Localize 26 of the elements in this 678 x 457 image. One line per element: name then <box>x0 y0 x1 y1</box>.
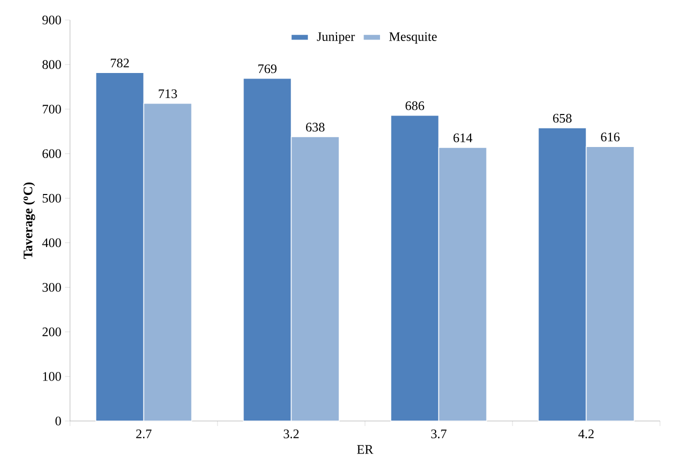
x-axis-title: ER <box>357 445 374 454</box>
y-tick-label: 300 <box>42 282 61 292</box>
data-label: 782 <box>110 58 129 68</box>
data-label: 638 <box>306 122 324 132</box>
data-label: 769 <box>258 64 276 74</box>
x-tick-label: 3.7 <box>431 430 447 438</box>
y-axis-title: Taverage ($^{o}$C) <box>23 182 36 259</box>
x-tick-label: 4.2 <box>578 430 594 438</box>
y-tick-label: 100 <box>43 372 61 381</box>
legend-label: Mesquite <box>389 32 437 44</box>
x-tick-label: 2.7 <box>136 430 152 438</box>
y-tick-label: 0 <box>55 416 61 426</box>
data-label: 658 <box>553 114 572 123</box>
y-tick-label: 900 <box>42 16 61 24</box>
data-label: 616 <box>601 132 620 142</box>
y-tick-label: 700 <box>42 104 61 114</box>
y-tick-label: 600 <box>42 149 61 158</box>
data-label: 686 <box>406 101 424 110</box>
data-label: 614 <box>454 133 472 142</box>
y-tick-label: 500 <box>42 194 61 203</box>
legend-label: Juniper <box>316 32 355 44</box>
data-label: 713 <box>158 89 177 98</box>
y-tick-label: 400 <box>42 238 61 248</box>
x-tick-label: 3.2 <box>284 430 299 438</box>
y-tick-label: 800 <box>42 60 61 69</box>
y-tick-label: 200 <box>42 327 61 336</box>
